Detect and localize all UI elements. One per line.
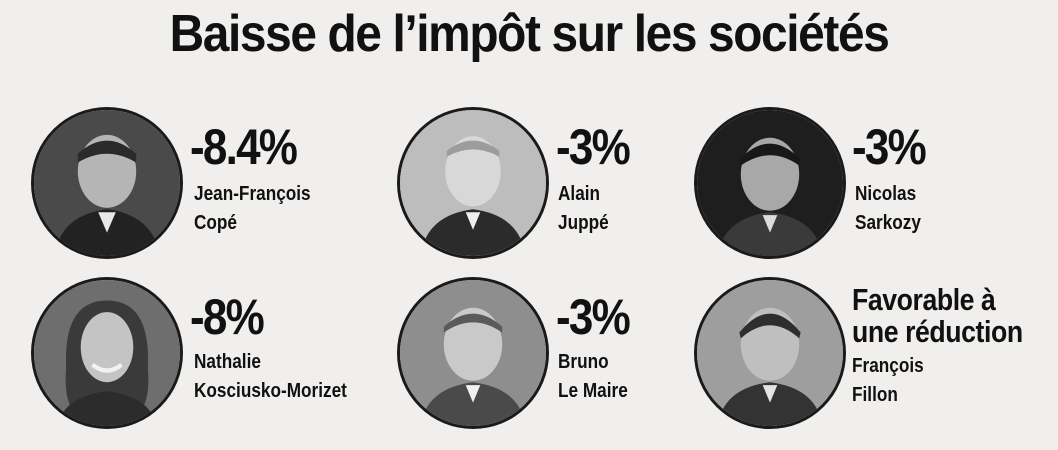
- candidate-name: Nathalie Kosciusko-Morizet: [194, 348, 347, 406]
- reduction-value: -3%: [852, 119, 927, 175]
- candidate-first-name: Nicolas: [855, 183, 917, 205]
- candidate-first-name: Nathalie: [194, 351, 261, 373]
- portrait-photo: [697, 110, 843, 256]
- position-line-2: une réduction: [852, 314, 1023, 349]
- reduction-value: -8.4%: [190, 119, 298, 175]
- position-line-1: Favorable à: [852, 282, 996, 317]
- candidate-name: Nicolas Sarkozy: [855, 180, 921, 238]
- reduction-value: -8%: [190, 289, 265, 345]
- candidate-last-name: Juppé: [558, 212, 609, 234]
- reduction-value: -3%: [556, 289, 631, 345]
- portrait-photo: [34, 110, 180, 256]
- person-silhouette-icon: [400, 110, 546, 256]
- candidate-first-name: Alain: [558, 183, 601, 205]
- reduction-value: -3%: [556, 119, 631, 175]
- person-silhouette-icon: [34, 280, 180, 426]
- person-silhouette-icon: [400, 280, 546, 426]
- candidate-name: Alain Juppé: [558, 180, 609, 238]
- portrait-photo: [697, 280, 843, 426]
- portrait-photo: [400, 110, 546, 256]
- candidate-last-name: Le Maire: [558, 380, 628, 402]
- candidate-last-name: Sarkozy: [855, 212, 921, 234]
- person-silhouette-icon: [697, 110, 843, 256]
- candidate-name: Bruno Le Maire: [558, 348, 628, 406]
- position-statement: Favorable à une réduction: [852, 284, 1023, 348]
- candidate-name: François Fillon: [852, 352, 924, 410]
- page-title: Baisse de l’impôt sur les sociétés: [169, 5, 890, 63]
- candidate-first-name: Jean-François: [194, 183, 311, 205]
- person-silhouette-icon: [697, 280, 843, 426]
- candidate-first-name: François: [852, 355, 924, 377]
- candidate-last-name: Kosciusko-Morizet: [194, 380, 347, 402]
- person-silhouette-icon: [34, 110, 180, 256]
- candidate-name: Jean-François Copé: [194, 180, 311, 238]
- candidate-last-name: Fillon: [852, 384, 898, 406]
- candidate-last-name: Copé: [194, 212, 237, 234]
- portrait-photo: [400, 280, 546, 426]
- candidate-first-name: Bruno: [558, 351, 609, 373]
- portrait-photo: [34, 280, 180, 426]
